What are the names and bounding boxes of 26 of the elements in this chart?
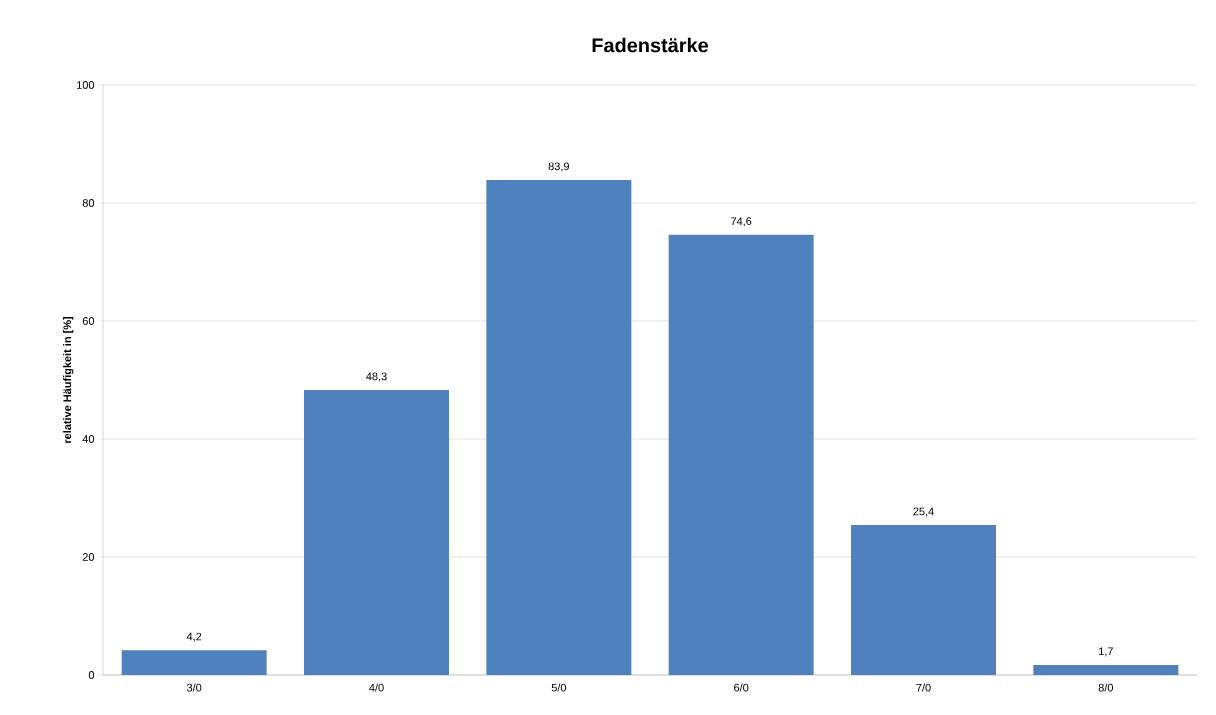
x-tick-label: 7/0 — [916, 683, 931, 692]
data-label: 48,3 — [366, 372, 387, 382]
data-label: 83,9 — [548, 162, 569, 172]
y-tick-label: 0 — [88, 671, 95, 679]
x-tick-label: 8/0 — [1098, 683, 1114, 692]
bar — [486, 179, 632, 675]
x-tick-label: 3/0 — [186, 683, 202, 692]
bar — [121, 650, 267, 675]
y-tick-label: 40 — [82, 435, 95, 443]
data-label: 74,6 — [731, 217, 752, 227]
y-tick-label: 60 — [82, 317, 95, 325]
y-tick-label: 100 — [77, 81, 95, 89]
bar — [851, 525, 996, 675]
x-tick-label: 4/0 — [369, 683, 384, 692]
bar — [1033, 664, 1179, 675]
data-label: 1,7 — [1099, 647, 1113, 657]
y-axis-title: relative Häufigkeit in [%] — [63, 316, 74, 443]
y-tick-label: 80 — [82, 199, 95, 207]
y-tick-label: 20 — [82, 553, 95, 561]
data-label: 25,4 — [913, 507, 934, 517]
x-tick-label: 6/0 — [734, 683, 749, 692]
data-label: 4,2 — [186, 632, 202, 642]
bar — [668, 234, 814, 675]
chart-title: Fadenstärke — [592, 37, 709, 53]
x-tick-label: 5/0 — [551, 683, 567, 692]
bar — [304, 390, 450, 675]
